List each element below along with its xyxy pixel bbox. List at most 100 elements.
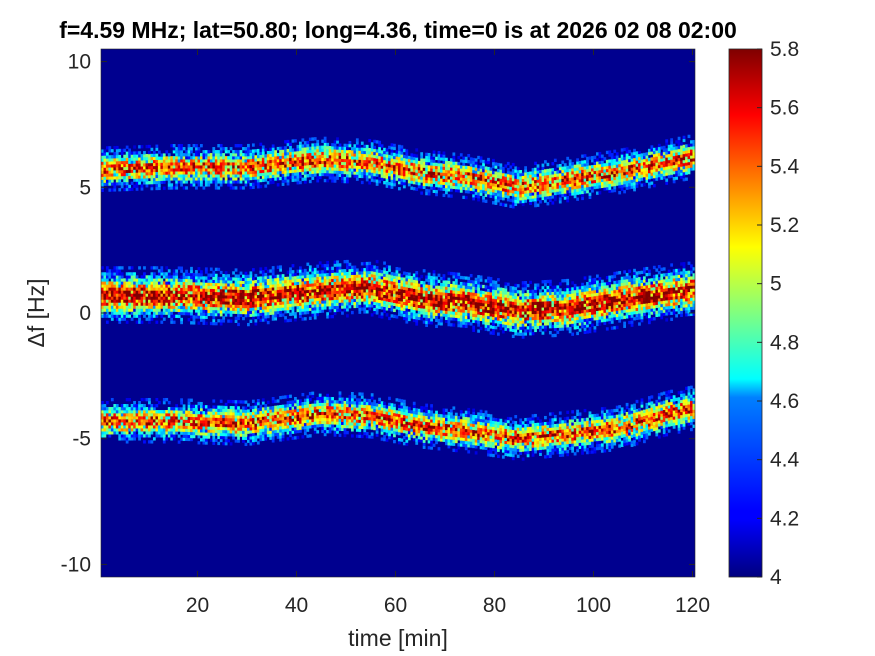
heatmap-cell (682, 168, 686, 173)
heatmap-cell (115, 308, 119, 312)
heatmap-cell (155, 311, 159, 315)
heatmap-cell (341, 302, 344, 306)
heatmap-cell (489, 188, 493, 192)
heatmap-cell (105, 179, 109, 183)
heatmap-cell (118, 290, 122, 294)
heatmap-cell (266, 302, 270, 307)
heatmap-cell (375, 281, 379, 285)
heatmap-cell (425, 164, 428, 169)
heatmap-cell (459, 165, 463, 169)
heatmap-cell (289, 145, 292, 149)
heatmap-cell (489, 170, 493, 174)
heatmap-cell (172, 159, 176, 163)
heatmap-cell (232, 295, 235, 299)
heatmap-cell (363, 307, 367, 311)
heatmap-cell (214, 168, 218, 172)
heatmap-cell (247, 177, 250, 181)
heatmap-cell (108, 182, 112, 186)
heatmap-cell (445, 163, 448, 168)
heatmap-cell (187, 177, 191, 181)
heatmap-cell (222, 174, 226, 178)
heatmap-cell (281, 289, 285, 293)
heatmap-cell (571, 183, 575, 187)
heatmap-cell (162, 162, 166, 166)
heatmap-cell (204, 306, 208, 310)
heatmap-cell (110, 173, 114, 177)
heatmap-cell (264, 281, 268, 286)
heatmap-cell (175, 180, 179, 184)
heatmap-cell (457, 186, 461, 190)
heatmap-cell (284, 149, 287, 153)
heatmap-cell (130, 296, 134, 300)
heatmap-cell (135, 314, 139, 318)
heatmap-cell (170, 299, 174, 303)
heatmap-cell (608, 153, 612, 157)
heatmap-cell (214, 177, 218, 181)
heatmap-cell (593, 164, 597, 169)
heatmap-cell (425, 302, 428, 306)
heatmap-cell (685, 162, 688, 166)
heatmap-cell (185, 150, 188, 154)
heatmap-cell (430, 159, 433, 163)
heatmap-cell (175, 269, 179, 273)
heatmap-cell (427, 320, 431, 325)
heatmap-cell (128, 272, 131, 276)
heatmap-cell (544, 181, 547, 185)
heatmap-cell (398, 150, 401, 155)
heatmap-cell (291, 157, 295, 161)
heatmap-cell (165, 284, 169, 288)
heatmap-cell (266, 320, 270, 325)
heatmap-cell (195, 162, 198, 166)
heatmap-cell (449, 158, 453, 162)
heatmap-cell (422, 296, 426, 300)
heatmap-cell (281, 152, 285, 156)
heatmap-cell (328, 278, 332, 283)
heatmap-cell (120, 175, 124, 180)
heatmap-cell (620, 151, 624, 155)
heatmap-cell (365, 153, 369, 158)
heatmap-cell (551, 189, 555, 193)
heatmap-cell (167, 299, 171, 303)
heatmap-cell (410, 180, 414, 184)
heatmap-cell (405, 275, 409, 279)
heatmap-cell (219, 279, 223, 284)
heatmap-cell (299, 299, 302, 303)
heatmap-cell (148, 150, 151, 155)
heatmap-cell (398, 147, 401, 152)
heatmap-cell (182, 293, 186, 298)
heatmap-cell (217, 168, 221, 172)
heatmap-cell (368, 273, 372, 278)
heatmap-cell (239, 289, 243, 293)
heatmap-cell (368, 181, 372, 185)
heatmap-cell (605, 150, 609, 155)
heatmap-cell (390, 299, 394, 303)
heatmap-cell (214, 300, 218, 305)
signal-band-1 (101, 134, 695, 209)
heatmap-cell (541, 166, 545, 170)
heatmap-cell (247, 322, 250, 327)
heatmap-cell (249, 182, 253, 187)
heatmap-cell (482, 184, 485, 188)
heatmap-cell (643, 170, 646, 175)
heatmap-cell (395, 177, 399, 181)
heatmap-cell (341, 155, 344, 159)
heatmap-cell (660, 173, 664, 177)
heatmap-cell (318, 160, 322, 165)
chart-title: f=4.59 MHz; lat=50.80; long=4.36, time=0… (59, 17, 737, 43)
heatmap-cell (177, 290, 181, 294)
heatmap-cell (113, 170, 117, 174)
heatmap-cell (380, 300, 384, 304)
heatmap-cell (625, 150, 629, 154)
heatmap-cell (685, 156, 688, 160)
heatmap-cell (133, 157, 136, 161)
heatmap-cell (150, 299, 154, 303)
heatmap-cell (125, 314, 129, 318)
heatmap-cell (115, 182, 119, 186)
heatmap-cell (152, 153, 156, 158)
heatmap-cell (373, 307, 377, 312)
heatmap-cell (449, 176, 453, 180)
heatmap-cell (553, 170, 557, 175)
heatmap-cell (212, 177, 216, 181)
heatmap-cell (113, 185, 117, 189)
heatmap-cell (143, 169, 146, 173)
